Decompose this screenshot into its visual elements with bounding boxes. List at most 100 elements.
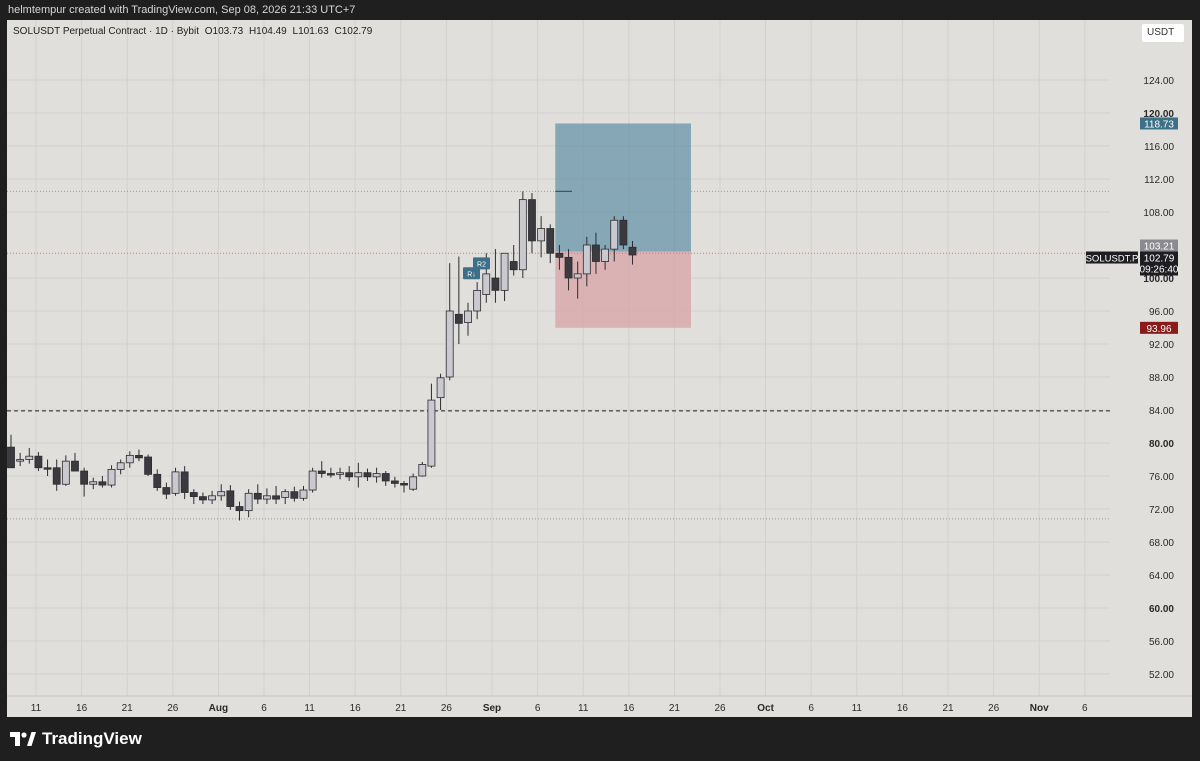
candle-body — [135, 454, 143, 459]
current-price-label-text: 102.79 — [1144, 254, 1175, 265]
candle-body — [473, 289, 482, 312]
price-tick-label: 120.00 — [1143, 109, 1174, 120]
time-tick-label: 11 — [304, 703, 315, 714]
open-value: O103.73 — [204, 26, 244, 37]
time-tick-label: 26 — [167, 703, 179, 714]
price-tick-label: 56.00 — [1149, 637, 1174, 648]
candle-body — [125, 454, 134, 464]
candle-body — [354, 472, 363, 478]
time-tick-label: 16 — [76, 703, 88, 714]
time-tick-label: Aug — [209, 703, 228, 714]
low-value: L101.63 — [292, 26, 329, 37]
price-tick-label: 108.00 — [1143, 208, 1174, 219]
candle-body — [427, 399, 436, 467]
candle-body — [528, 199, 536, 242]
close-value: C102.79 — [334, 26, 373, 37]
time-tick-label: Nov — [1030, 703, 1049, 714]
candle-body — [436, 377, 445, 399]
candle-body — [153, 473, 162, 488]
price-tick-label: 112.00 — [1144, 175, 1174, 186]
candle-body — [326, 473, 335, 476]
candle-body — [116, 462, 125, 470]
candle-body — [71, 460, 79, 472]
candle-body — [25, 455, 34, 460]
time-tick-label: 21 — [395, 703, 407, 714]
candle-body — [518, 199, 527, 271]
candle-body — [281, 491, 290, 498]
candle-body — [564, 256, 573, 279]
candle-body — [582, 244, 591, 275]
time-tick-label: 26 — [441, 703, 453, 714]
candle-body — [381, 473, 390, 482]
symbol-info: SOLUSDT Perpetual Contract · 1D · Bybit … — [13, 26, 375, 37]
candle-body — [546, 228, 555, 254]
time-tick-label: 6 — [1082, 703, 1088, 714]
candle-body — [89, 481, 98, 485]
candle-body — [226, 490, 235, 507]
time-tick-label: 6 — [535, 703, 541, 714]
price-tick-label: 92.00 — [1149, 340, 1174, 351]
price-tick-label: 80.00 — [1149, 439, 1174, 450]
stop-price-label-text: 93.96 — [1146, 324, 1171, 335]
time-tick-label: Oct — [757, 703, 774, 714]
candle-body — [263, 495, 271, 500]
candle-body — [107, 468, 116, 486]
time-tick-label: 16 — [350, 703, 362, 714]
currency-button[interactable]: USDT — [1142, 24, 1184, 42]
candle-body — [208, 495, 216, 501]
tradingview-logo-icon — [10, 732, 36, 746]
time-tick-label: 16 — [623, 703, 635, 714]
r1-marker-box — [463, 267, 480, 280]
r2-marker: R2R↓ — [463, 257, 490, 280]
price-tick-label: 100.00 — [1143, 274, 1174, 285]
r2-marker-box — [473, 257, 490, 270]
price-tick-label: 64.00 — [1149, 571, 1174, 582]
candle-body — [454, 313, 463, 324]
candle-body — [628, 246, 637, 256]
candle-body — [372, 473, 381, 478]
r1-marker-label: R↓ — [467, 271, 476, 278]
candle-body — [199, 496, 207, 501]
candle-body — [363, 472, 372, 478]
time-tick-label: 26 — [988, 703, 1000, 714]
target-price-label-box — [1140, 117, 1178, 130]
price-tick-label: 52.00 — [1149, 670, 1174, 681]
brand-name: TradingView — [42, 729, 142, 748]
candle-body — [537, 228, 546, 242]
time-tick-label: 21 — [122, 703, 134, 714]
symbol-title: SOLUSDT Perpetual Contract · 1D · Bybit — [13, 26, 199, 37]
candle-body — [144, 456, 153, 475]
time-tick-label: 6 — [261, 703, 267, 714]
candle-body — [180, 471, 189, 493]
price-chart[interactable]: R2R↓ 124.00 120.00 116.00 112.00 108.00 100.00… — [7, 20, 1192, 717]
candle-body — [592, 244, 600, 262]
time-tick-label: 21 — [669, 703, 681, 714]
candle-body — [509, 261, 518, 271]
stop-price-label-box — [1140, 321, 1178, 334]
candle-body — [418, 464, 427, 477]
current-price-label-box — [1140, 251, 1178, 276]
candle-body — [555, 252, 564, 258]
candle-body — [272, 495, 280, 500]
time-tick-label: 21 — [942, 703, 954, 714]
candle-body — [235, 506, 244, 512]
candle-body — [464, 310, 472, 323]
candle-body — [98, 481, 107, 486]
price-tick-label: 84.00 — [1149, 406, 1174, 417]
symbol-tag-text: SOLUSDT.P — [1086, 254, 1139, 265]
candle-body — [308, 470, 317, 491]
target-price-label-text: 118.73 — [1144, 119, 1174, 130]
candle-body — [80, 470, 89, 485]
candle-body — [573, 273, 582, 279]
r2-marker-label: R2 — [477, 261, 486, 268]
price-tick-label: 88.00 — [1149, 373, 1174, 384]
time-tick-label: 11 — [578, 703, 589, 714]
candle-body — [317, 470, 326, 474]
candle-body — [336, 472, 344, 475]
bottom-bar: TradingView — [0, 717, 1200, 761]
candle-body — [601, 248, 609, 262]
candle-body — [482, 273, 491, 295]
chart-frame[interactable]: R2 R↓ 124.00 120.00 116.00 112.00 108.00 100.00… — [7, 20, 1192, 717]
candle-body — [253, 492, 262, 500]
candle-body — [244, 492, 253, 512]
